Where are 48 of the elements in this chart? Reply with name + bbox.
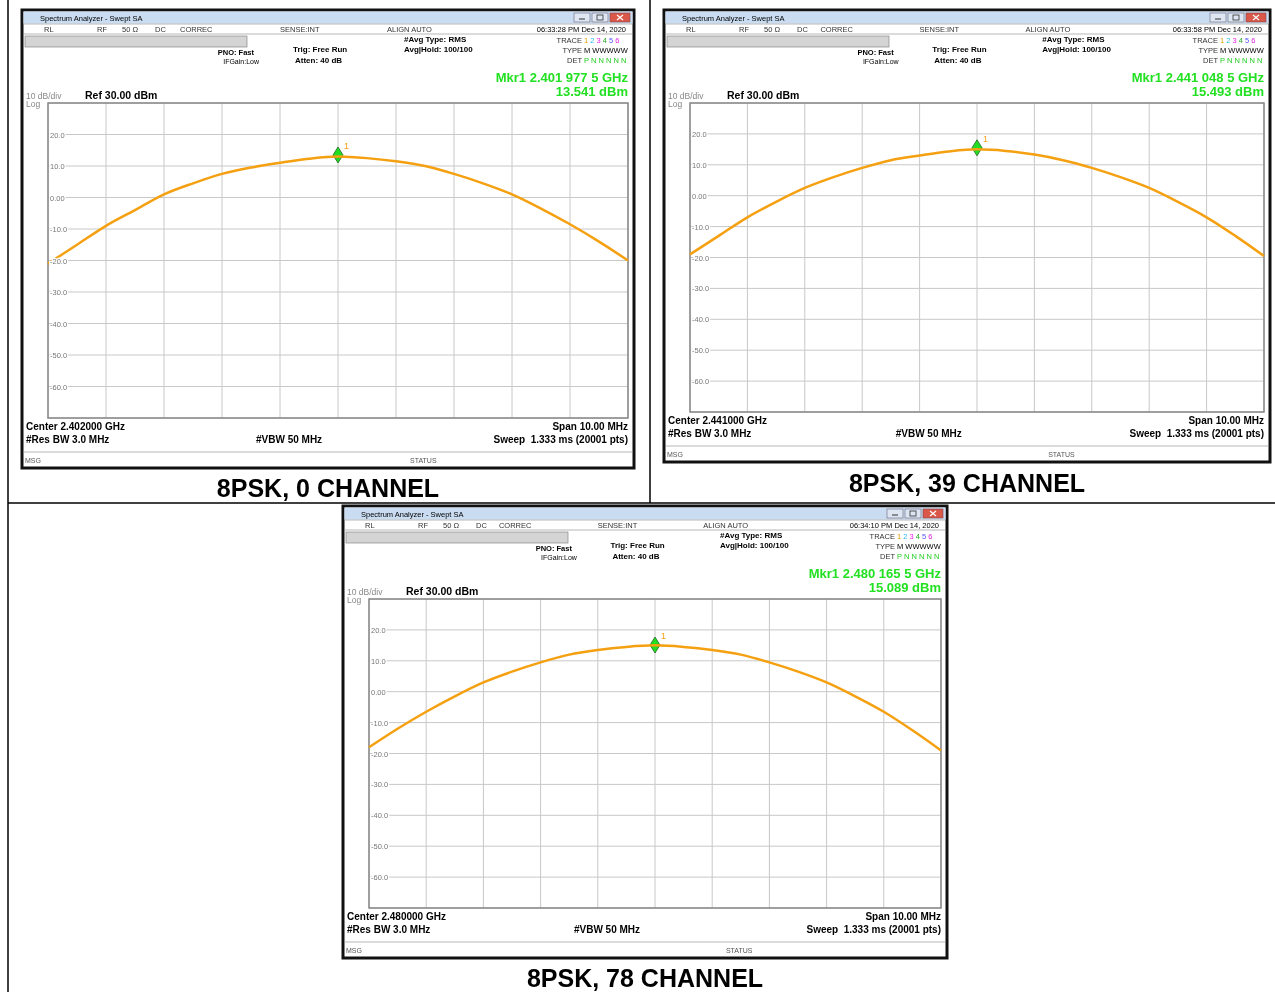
text: Log <box>347 595 362 605</box>
text: Avg|Hold: 100/100 <box>404 45 474 54</box>
text: 10 dB/div <box>347 587 384 597</box>
text: Span 10.00 MHz <box>865 911 941 922</box>
text: #VBW 50 MHz <box>573 924 641 935</box>
text: #VBW 50 MHz <box>895 428 962 439</box>
text: Span 10.00 MHz <box>1188 415 1264 426</box>
text: #Avg Type: RMS <box>404 35 467 44</box>
text: Center 2.402000 GHz <box>26 421 125 432</box>
text: 8PSK, 39 CHANNEL <box>848 469 1086 497</box>
text: Sweep 1.333 ms (20001 pts) <box>1129 428 1264 439</box>
text: 15.493 dBm <box>1191 84 1264 99</box>
text: Atten: 40 dB <box>612 552 660 561</box>
text: Sweep 1.333 ms (20001 pts) <box>806 924 941 935</box>
text: Mkr1 2.401 977 5 GHz <box>495 70 629 85</box>
text: 10 dB/div <box>26 91 63 101</box>
series-label: 1 <box>661 631 667 642</box>
text: Span 10.00 MHz <box>552 421 628 432</box>
text: Mkr1 2.480 165 5 GHz <box>808 566 942 581</box>
text: Atten: 40 dB <box>295 56 343 65</box>
text: #Res BW 3.0 MHz <box>347 924 431 935</box>
text: Mkr1 2.441 048 5 GHz <box>1131 70 1265 85</box>
text: #Avg Type: RMS <box>720 531 783 540</box>
text: Log <box>26 99 41 109</box>
text: 13.541 dBm <box>555 84 628 99</box>
text: Trig: Free Run <box>932 45 987 54</box>
text: 10 dB/div <box>668 91 705 101</box>
text: Log <box>668 99 683 109</box>
text: #Res BW 3.0 MHz <box>668 428 752 439</box>
text: Atten: 40 dB <box>934 56 982 65</box>
text: Ref 30.00 dBm <box>85 89 158 101</box>
text: Avg|Hold: 100/100 <box>720 541 790 550</box>
text: #VBW 50 MHz <box>256 434 323 445</box>
text: Avg|Hold: 100/100 <box>1042 45 1112 54</box>
text: 8PSK, 78 CHANNEL <box>526 964 764 992</box>
text: #Avg Type: RMS <box>1042 35 1106 44</box>
series-label: 1 <box>983 133 989 144</box>
text: Ref 30.00 dBm <box>406 585 479 597</box>
text: 15.089 dBm <box>868 580 941 595</box>
text: Trig: Free Run <box>293 45 348 54</box>
text: #Res BW 3.0 MHz <box>26 434 110 445</box>
text: Sweep 1.333 ms (20001 pts) <box>493 434 628 445</box>
text: Center 2.480000 GHz <box>347 911 446 922</box>
series-label: 1 <box>344 140 350 151</box>
text: Center 2.441000 GHz <box>668 415 767 426</box>
text: Ref 30.00 dBm <box>727 89 800 101</box>
text: 8PSK, 0 CHANNEL <box>216 474 440 502</box>
text: Trig: Free Run <box>610 541 665 550</box>
